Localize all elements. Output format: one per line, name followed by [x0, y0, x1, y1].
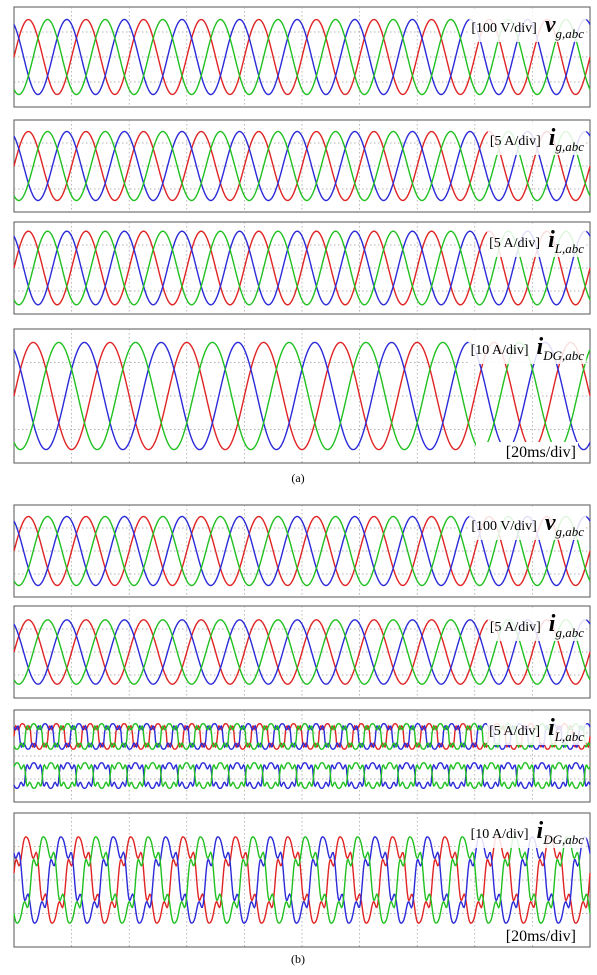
trace-phase-c	[13, 619, 591, 685]
panel-scale-label: [5 A/div]	[490, 620, 541, 635]
trace-phase-c	[13, 130, 591, 202]
trace-phase-b	[13, 515, 591, 587]
trace-phase-c	[13, 230, 591, 306]
trace-phase-c	[13, 762, 591, 790]
panel-scale-label: [100 V/div]	[471, 519, 536, 534]
label-backdrop	[487, 226, 587, 257]
trace-phase-c	[13, 515, 591, 587]
trace-phase-b	[13, 18, 591, 96]
label-backdrop	[469, 509, 587, 540]
label-backdrop	[468, 817, 587, 848]
panel-scale-label: [10 A/div]	[471, 827, 529, 842]
panel-symbol: iL,abc	[548, 715, 584, 744]
panel-scale-label: [10 A/div]	[471, 343, 529, 358]
panel-symbol: iL,abc	[548, 227, 584, 256]
scope-panel-0-0: [100 V/div] vg,abc	[13, 6, 591, 108]
trace-phase-c	[13, 341, 591, 451]
time-scale-backdrop	[476, 442, 578, 461]
trace-phase-b	[13, 836, 591, 924]
trace-phase-b	[13, 619, 591, 685]
label-backdrop	[469, 11, 587, 42]
scope-panel-0-2: [5 A/div] iL,abc	[13, 221, 591, 315]
panel-symbol: ig,abc	[549, 611, 584, 640]
trace-phase-c	[13, 836, 591, 924]
label-backdrop	[487, 610, 587, 641]
label-backdrop	[487, 714, 587, 745]
scope-panel-0-1: [5 A/div] ig,abc	[13, 119, 591, 213]
panel-scale-label: [5 A/div]	[490, 134, 541, 149]
panel-scale-label: [5 A/div]	[489, 236, 540, 251]
group-label-b: (b)	[291, 952, 305, 966]
scope-panel-1-2: [5 A/div] iL,abc	[13, 709, 591, 803]
trace-phase-c	[13, 722, 591, 750]
scope-panel-1-0: [100 V/div] vg,abc	[13, 504, 591, 598]
trace-phase-c	[13, 18, 591, 96]
time-scale-label: [20ms/div]	[506, 444, 576, 461]
time-scale-backdrop	[476, 926, 578, 945]
trace-phase-b	[13, 130, 591, 202]
panel-symbol: ig,abc	[549, 125, 584, 154]
label-backdrop	[487, 124, 587, 155]
time-scale-label: [20ms/div]	[506, 928, 576, 945]
panel-symbol: vg,abc	[545, 12, 584, 41]
group-label-a: (a)	[291, 471, 305, 485]
scope-panel-1-1: [5 A/div] ig,abc	[13, 605, 591, 699]
panel-scale-label: [100 V/div]	[471, 21, 536, 36]
panel-symbol: vg,abc	[545, 510, 584, 539]
label-backdrop	[468, 333, 587, 364]
scope-panel-1-3: [10 A/div] iDG,abc [20ms/div]	[13, 812, 591, 948]
trace-phase-b	[13, 230, 591, 306]
panel-symbol: iDG,abc	[537, 334, 585, 363]
panel-symbol: iDG,abc	[537, 818, 585, 847]
panel-scale-label: [5 A/div]	[489, 724, 540, 739]
scope-panel-0-3: [10 A/div] iDG,abc [20ms/div]	[13, 328, 591, 464]
